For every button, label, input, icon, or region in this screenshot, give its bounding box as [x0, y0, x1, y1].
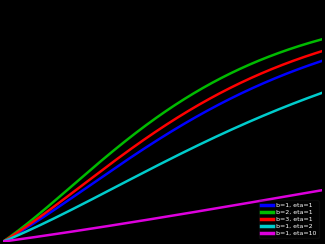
b=3, eta=1 — [311, 53, 315, 56]
b=2, eta=1 — [148, 121, 152, 124]
b=1, eta=2 — [310, 95, 314, 98]
Line: b=3, eta=1: b=3, eta=1 — [3, 51, 322, 242]
b=1, eta=2 — [311, 95, 315, 98]
b=1, eta=10 — [320, 189, 324, 192]
b=1, eta=2 — [156, 164, 160, 167]
b=1, eta=1 — [320, 60, 324, 62]
b=1, eta=2 — [320, 92, 324, 94]
b=1, eta=1 — [310, 63, 314, 66]
b=1, eta=10 — [148, 218, 152, 221]
b=1, eta=1 — [156, 138, 160, 141]
b=3, eta=1 — [18, 230, 21, 233]
b=1, eta=2 — [148, 168, 152, 171]
b=1, eta=10 — [252, 201, 256, 203]
b=1, eta=10 — [156, 216, 160, 219]
b=2, eta=1 — [156, 115, 160, 118]
b=1, eta=1 — [311, 63, 315, 66]
Legend: b=1, eta=1, b=2, eta=1, b=3, eta=1, b=1, eta=2, b=1, eta=10: b=1, eta=1, b=2, eta=1, b=3, eta=1, b=1,… — [259, 200, 318, 238]
b=1, eta=2 — [252, 118, 256, 121]
b=1, eta=10 — [310, 190, 314, 193]
b=2, eta=1 — [310, 41, 314, 43]
b=2, eta=1 — [1, 240, 5, 243]
b=3, eta=1 — [156, 129, 160, 132]
b=3, eta=1 — [320, 50, 324, 53]
b=1, eta=1 — [18, 231, 21, 234]
Line: b=1, eta=2: b=1, eta=2 — [3, 93, 322, 242]
Line: b=1, eta=1: b=1, eta=1 — [3, 61, 322, 242]
b=3, eta=1 — [310, 53, 314, 56]
b=2, eta=1 — [320, 38, 324, 41]
b=2, eta=1 — [18, 228, 21, 231]
b=1, eta=10 — [311, 190, 315, 193]
b=1, eta=10 — [18, 238, 21, 241]
b=2, eta=1 — [252, 61, 256, 64]
b=1, eta=2 — [18, 233, 21, 236]
b=3, eta=1 — [148, 134, 152, 137]
b=1, eta=1 — [148, 144, 152, 147]
b=1, eta=1 — [1, 240, 5, 243]
b=1, eta=2 — [1, 240, 5, 243]
Line: b=1, eta=10: b=1, eta=10 — [3, 190, 322, 242]
b=3, eta=1 — [1, 240, 5, 243]
Line: b=2, eta=1: b=2, eta=1 — [3, 39, 322, 242]
b=3, eta=1 — [252, 75, 256, 78]
b=1, eta=1 — [252, 86, 256, 89]
b=1, eta=10 — [1, 240, 5, 243]
b=2, eta=1 — [311, 41, 315, 43]
